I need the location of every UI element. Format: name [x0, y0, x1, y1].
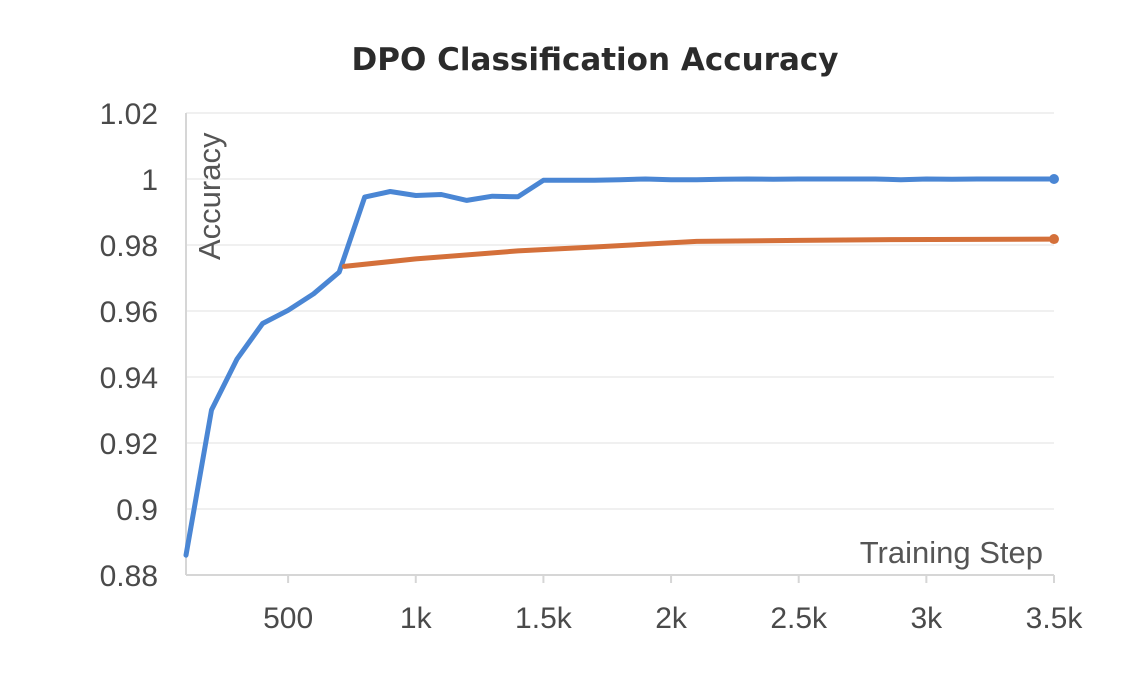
x-tick-label: 1.5k: [515, 602, 573, 635]
y-tick-label: 0.9: [116, 494, 158, 527]
ticks: 0.88 0.9 0.92 0.94 0.96 0.98 1 1.02 500 1k 1.5k 2k 2…: [100, 98, 1084, 635]
gridlines: [186, 112, 1054, 576]
y-tick-label: 0.98: [100, 230, 158, 263]
x-tick-label: 1k: [400, 602, 433, 635]
x-axis-title: Training Step: [860, 535, 1043, 570]
series-end-point-2: [1049, 234, 1059, 245]
chart-title: DPO Classification Accuracy: [351, 42, 839, 78]
x-tick-label: 3k: [911, 602, 944, 635]
y-tick-label: 0.92: [100, 428, 158, 461]
y-tick-label: 0.94: [100, 362, 158, 395]
x-tick-label: 2k: [655, 602, 688, 635]
y-tick-label: 1: [141, 164, 158, 197]
series-line-2: [341, 236, 1057, 269]
axes: [185, 113, 1055, 583]
x-tick-label: 3.5k: [1026, 602, 1084, 635]
series-end-point-1: [1049, 174, 1059, 184]
series-line-1: [183, 176, 1057, 558]
x-tick-label: 500: [263, 602, 313, 635]
y-tick-label: 1.02: [100, 98, 158, 131]
y-axis-title: Accuracy: [192, 132, 227, 260]
y-tick-label: 0.96: [100, 296, 158, 329]
x-tick-label: 2.5k: [770, 602, 828, 635]
series-lines: [183, 174, 1059, 558]
y-tick-label: 0.88: [100, 560, 158, 593]
